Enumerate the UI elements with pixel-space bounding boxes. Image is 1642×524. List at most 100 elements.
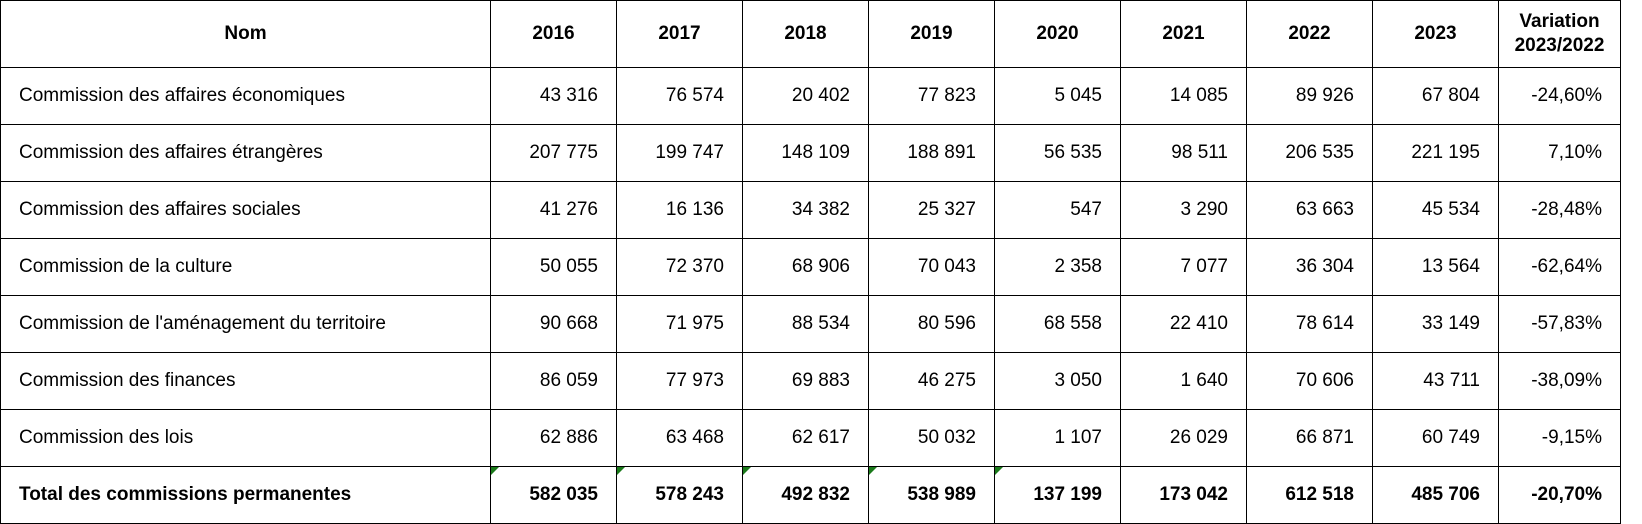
cell: 70 606 (1246, 352, 1373, 410)
cell: 68 558 (994, 295, 1121, 353)
cell: -57,83% (1498, 295, 1621, 353)
table-row: Commission des affaires sociales 41 276 16… (0, 181, 1621, 239)
cell: 612 518 (1246, 466, 1373, 524)
cell: 46 275 (868, 352, 995, 410)
cell: 199 747 (616, 124, 743, 182)
cell: 7,10% (1498, 124, 1621, 182)
cell: 69 883 (742, 352, 869, 410)
row-label: Total des commissions permanentes (0, 466, 491, 524)
column-header: 2023 (1372, 0, 1499, 68)
cell: 45 534 (1372, 181, 1499, 239)
column-header: 2020 (994, 0, 1121, 68)
cell: 148 109 (742, 124, 869, 182)
row-label: Commission des affaires étrangères (0, 124, 491, 182)
cell: 7 077 (1120, 238, 1247, 296)
row-label: Commission de l'aménagement du territoir… (0, 295, 491, 353)
total-row: Total des commissions permanentes 582 035… (0, 466, 1621, 524)
column-header: 2021 (1120, 0, 1247, 68)
cell: 2 358 (994, 238, 1121, 296)
cell: 90 668 (490, 295, 617, 353)
cell: 1 640 (1120, 352, 1247, 410)
cell: 221 195 (1372, 124, 1499, 182)
cell: 43 711 (1372, 352, 1499, 410)
cell: 98 511 (1120, 124, 1247, 182)
column-header: Variation 2023/2022 (1498, 0, 1621, 68)
table-row: Commission des affaires étrangères 207 77… (0, 124, 1621, 182)
cell: 86 059 (490, 352, 617, 410)
table-row: Commission des lois 62 886 63 468 62 617 50 … (0, 409, 1621, 467)
cell: 485 706 (1372, 466, 1499, 524)
column-header: 2016 (490, 0, 617, 68)
cell: 25 327 (868, 181, 995, 239)
cell: 16 136 (616, 181, 743, 239)
cell: 582 035 (490, 466, 617, 524)
cell: 77 973 (616, 352, 743, 410)
column-header: Nom (0, 0, 491, 68)
cell: 89 926 (1246, 67, 1373, 125)
cell: 547 (994, 181, 1121, 239)
cell: 50 055 (490, 238, 617, 296)
cell: 80 596 (868, 295, 995, 353)
cell: 20 402 (742, 67, 869, 125)
cell: 67 804 (1372, 67, 1499, 125)
cell: -28,48% (1498, 181, 1621, 239)
cell: 71 975 (616, 295, 743, 353)
cell: 88 534 (742, 295, 869, 353)
cell: 43 316 (490, 67, 617, 125)
row-label: Commission des finances (0, 352, 491, 410)
cell: 188 891 (868, 124, 995, 182)
cell: 77 823 (868, 67, 995, 125)
cell: 33 149 (1372, 295, 1499, 353)
cell: 34 382 (742, 181, 869, 239)
column-header: 2017 (616, 0, 743, 68)
cell: 3 050 (994, 352, 1121, 410)
cell: 26 029 (1120, 409, 1247, 467)
cell: 70 043 (868, 238, 995, 296)
cell: -20,70% (1498, 466, 1621, 524)
cell: -38,09% (1498, 352, 1621, 410)
cell: 22 410 (1120, 295, 1247, 353)
table-row: Commission des finances 86 059 77 973 69 88… (0, 352, 1621, 410)
table-header: Nom 2016 2017 2018 2019 2020 2021 2022 2023 Varia… (0, 0, 1621, 68)
cell: 72 370 (616, 238, 743, 296)
cell: 36 304 (1246, 238, 1373, 296)
row-label: Commission des affaires sociales (0, 181, 491, 239)
header-row: Nom 2016 2017 2018 2019 2020 2021 2022 2023 Varia… (0, 0, 1621, 68)
table-row: Commission de l'aménagement du territoir… (0, 295, 1621, 353)
cell: 13 564 (1372, 238, 1499, 296)
row-label: Commission de la culture (0, 238, 491, 296)
column-header: 2018 (742, 0, 869, 68)
cell: 63 663 (1246, 181, 1373, 239)
cell: 206 535 (1246, 124, 1373, 182)
cell: 137 199 (994, 466, 1121, 524)
column-header: 2022 (1246, 0, 1373, 68)
cell: -62,64% (1498, 238, 1621, 296)
row-label: Commission des affaires économiques (0, 67, 491, 125)
cell: 60 749 (1372, 409, 1499, 467)
cell: 76 574 (616, 67, 743, 125)
cell: 207 775 (490, 124, 617, 182)
cell: 538 989 (868, 466, 995, 524)
cell: 68 906 (742, 238, 869, 296)
cell: 41 276 (490, 181, 617, 239)
cell: 62 617 (742, 409, 869, 467)
row-label: Commission des lois (0, 409, 491, 467)
cell: -24,60% (1498, 67, 1621, 125)
cell: 492 832 (742, 466, 869, 524)
cell: 78 614 (1246, 295, 1373, 353)
cell: -9,15% (1498, 409, 1621, 467)
cell: 50 032 (868, 409, 995, 467)
cell: 56 535 (994, 124, 1121, 182)
cell: 63 468 (616, 409, 743, 467)
cell: 578 243 (616, 466, 743, 524)
cell: 14 085 (1120, 67, 1247, 125)
cell: 1 107 (994, 409, 1121, 467)
table-row: Commission des affaires économiques 43 31… (0, 67, 1621, 125)
cell: 5 045 (994, 67, 1121, 125)
cell: 173 042 (1120, 466, 1247, 524)
table-row: Commission de la culture 50 055 72 370 68 9… (0, 238, 1621, 296)
cell: 66 871 (1246, 409, 1373, 467)
table-body: Commission des affaires économiques 43 31… (0, 67, 1621, 524)
